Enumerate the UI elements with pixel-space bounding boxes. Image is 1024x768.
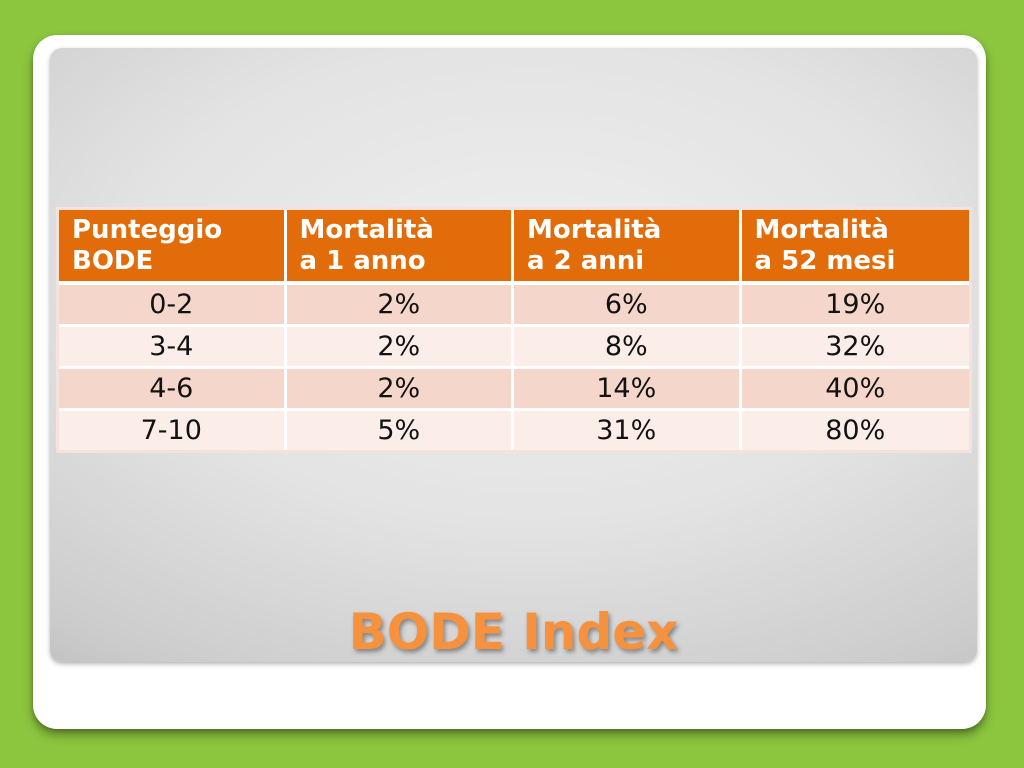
table-row: 0-2 2% 6% 19%	[59, 281, 969, 325]
header-line: BODE	[72, 245, 154, 276]
table-cell: 14%	[514, 366, 742, 409]
slide-canvas: Punteggio BODE Mortalità a 1 anno Mortal…	[50, 48, 977, 662]
table-row: 7-10 5% 31% 80%	[59, 408, 969, 451]
table-cell: 80%	[741, 408, 969, 451]
table-row: 4-6 2% 14% 40%	[59, 366, 969, 409]
header-line: a 1 anno	[299, 245, 426, 276]
table-cell: 4-6	[59, 366, 287, 409]
header-line: Mortalità	[299, 215, 434, 245]
table-row: 3-4 2% 8% 32%	[59, 324, 969, 367]
bode-mortality-table: Punteggio BODE Mortalità a 1 anno Mortal…	[56, 207, 972, 454]
slide-card: Punteggio BODE Mortalità a 1 anno Mortal…	[33, 35, 986, 729]
table-cell: 6%	[514, 281, 742, 325]
header-cell-punteggio-bode: Punteggio BODE	[59, 210, 287, 282]
header-cell-mortalita-2-anni: Mortalità a 2 anni	[514, 210, 742, 282]
table-cell: 0-2	[59, 281, 287, 325]
header-line: Punteggio	[72, 215, 223, 245]
header-cell-mortalita-1-anno: Mortalità a 1 anno	[286, 210, 514, 282]
table-cell: 32%	[741, 324, 969, 367]
table-cell: 31%	[514, 408, 742, 451]
table-cell: 3-4	[59, 324, 287, 367]
header-line: a 2 anni	[527, 245, 645, 276]
table-header-row: Punteggio BODE Mortalità a 1 anno Mortal…	[59, 210, 969, 282]
header-cell-mortalita-52-mesi: Mortalità a 52 mesi	[741, 210, 969, 282]
header-line: a 52 mesi	[754, 245, 896, 276]
table-cell: 2%	[286, 324, 514, 367]
table-cell: 40%	[741, 366, 969, 409]
slide-title: BODE Index	[348, 603, 679, 661]
table-cell: 7-10	[59, 408, 287, 451]
header-line: Mortalità	[754, 215, 889, 245]
table-cell: 2%	[286, 366, 514, 409]
table-cell: 8%	[514, 324, 742, 367]
table-cell: 2%	[286, 281, 514, 325]
header-line: Mortalità	[527, 215, 662, 245]
table-cell: 19%	[741, 281, 969, 325]
table-cell: 5%	[286, 408, 514, 451]
